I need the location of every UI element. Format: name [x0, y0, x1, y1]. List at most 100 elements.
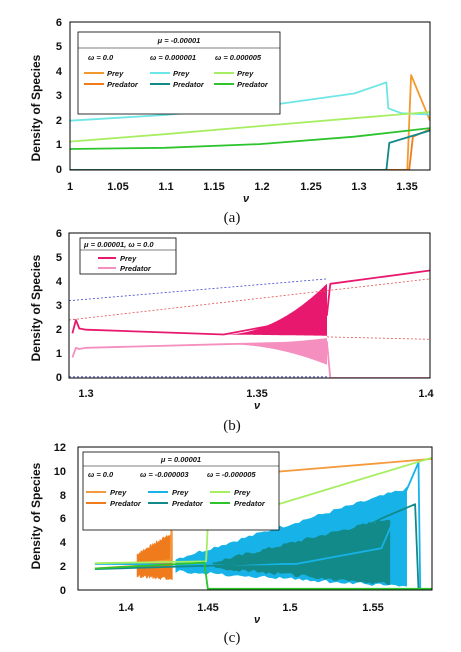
panel-a-legend-box [77, 31, 281, 115]
panel-1-series-4-reference [326, 336, 430, 340]
panel-b-legend-header: μ = 0.00001, ω = 0.0 [83, 240, 154, 249]
panel-c-caption: (c) [224, 630, 241, 646]
panel-c-xtick-3: 1.55 [362, 602, 383, 614]
panel-b-ytick-4: 4 [56, 276, 63, 288]
panel-a-legend-header: μ = -0.00001 [157, 36, 201, 45]
panel-a-legend-label-predator-1: Predator [173, 80, 205, 89]
panel-a-xtick-0: 1 [67, 181, 73, 193]
panel-b: Density of Species 0 1 2 3 4 5 6 1.3 1.3… [29, 228, 435, 434]
panel-a-xtick-3: 1.15 [203, 181, 224, 193]
panel-b-yticks: 0 1 2 3 4 5 6 [56, 228, 63, 384]
panel-b-ytick-3: 3 [56, 300, 62, 312]
panel-a-xtick-1: 1.05 [107, 181, 128, 193]
panel-c-legend-col-1: ω = -0.000003 [140, 470, 189, 479]
panel-c-legend: μ = 0.00001 ω = 0.0 ω = -0.000003 ω = -0… [82, 451, 280, 531]
panel-0-series-3-predator [70, 129, 430, 170]
panel-c-legend-col-2: ω = -0.000005 [207, 470, 256, 479]
panel-b-ytick-1: 1 [56, 348, 62, 360]
panel-a-xtick-7: 1.35 [396, 181, 417, 193]
panel-b-plot-area [69, 269, 430, 378]
panel-1-series-group [69, 269, 430, 378]
panel-a-axes-box [69, 21, 431, 171]
panel-c-plot-area [94, 456, 432, 590]
panel-b-legend-label-prey: Prey [120, 254, 137, 263]
panel-0-series-4-prey [70, 111, 430, 143]
panel-0-series-group [70, 74, 430, 170]
panel-a-legend-label-prey-0: Prey [107, 69, 124, 78]
panel-a-legend-col-1: ω = 0.000001 [150, 53, 196, 62]
panel-b-ytick-5: 5 [56, 252, 62, 264]
panel-2-series-group [94, 456, 432, 590]
panel-a-caption: (a) [224, 210, 241, 226]
panel-c-ytick-6: 12 [54, 442, 66, 454]
panel-0-series-0-prey [70, 74, 430, 170]
panel-a-ytick-0: 0 [56, 164, 62, 176]
panel-c-ytick-2: 4 [60, 537, 67, 549]
panel-c-xticks: 1.4 1.45 1.5 1.55 [118, 602, 383, 614]
panel-c-ytick-3: 6 [60, 513, 66, 525]
panel-c-ytick-0: 0 [60, 585, 66, 597]
panel-2-series-4-prey [94, 456, 432, 565]
panel-2-series-5-predator [94, 561, 432, 590]
panel-1-series-1-predator [71, 340, 430, 378]
panel-c-legend-label-predator-0: Predator [110, 499, 142, 508]
panel-b-xtick-2: 1.4 [418, 388, 434, 400]
panel-a-legend-label-predator-0: Predator [107, 80, 139, 89]
panel-a-xticks: 1 1.05 1.1 1.15 1.2 1.25 1.3 1.35 [67, 181, 418, 193]
panel-c-legend-header: μ = 0.00001 [160, 455, 201, 464]
panel-a-legend: μ = -0.00001 ω = 0.0 ω = 0.000001 ω = 0.… [77, 31, 281, 115]
panel-a-yticks: 0 1 2 3 4 5 6 [56, 17, 63, 176]
panel-c-xtick-1: 1.45 [197, 602, 218, 614]
panel-a-ytick-4: 4 [56, 66, 63, 78]
panel-c-legend-box [82, 451, 280, 531]
panel-1-series-0-prey [71, 269, 430, 336]
panel-a-xlabel: ν [243, 193, 250, 205]
panel-a-ytick-3: 3 [56, 90, 62, 102]
panel-a-xtick-2: 1.1 [158, 181, 173, 193]
panel-c-legend-label-prey-1: Prey [172, 488, 189, 497]
panel-a-legend-col-0: ω = 0.0 [88, 53, 114, 62]
panel-b-xticks: 1.3 1.35 1.4 [78, 388, 434, 400]
panel-a-ytick-5: 5 [56, 41, 62, 53]
panel-b-ytick-6: 6 [56, 228, 62, 240]
panel-b-axes-box [68, 232, 431, 379]
panel-c-ylabel: Density of Species [29, 462, 43, 569]
panel-c-ytick-1: 2 [60, 561, 66, 573]
panel-c-legend-col-0: ω = 0.0 [88, 470, 114, 479]
panel-c: Density of Species 0 2 4 6 8 10 12 1.4 1… [29, 442, 433, 646]
panel-b-xtick-1: 1.35 [246, 388, 267, 400]
panel-c-ytick-4: 8 [60, 490, 66, 502]
panel-1-series-3-reference [69, 278, 430, 321]
panel-b-ytick-0: 0 [56, 372, 62, 384]
panel-b-caption: (b) [223, 418, 241, 434]
panel-c-legend-label-predator-2: Predator [234, 499, 266, 508]
panel-b-legend-box [79, 237, 177, 275]
panel-a-legend-col-2: ω = 0.000005 [215, 53, 262, 62]
panel-a-legend-label-prey-2: Prey [237, 69, 254, 78]
panel-a-ytick-1: 1 [56, 139, 62, 151]
panel-a-ytick-2: 2 [56, 115, 62, 127]
panel-a-legend-label-predator-2: Predator [237, 80, 269, 89]
panel-c-legend-label-prey-0: Prey [110, 488, 127, 497]
panel-b-legend: μ = 0.00001, ω = 0.0 Prey Predator [79, 237, 177, 275]
panel-a-xtick-4: 1.2 [254, 181, 269, 193]
panel-c-xlabel: ν [254, 614, 261, 626]
panel-a-xtick-5: 1.25 [300, 181, 321, 193]
panel-c-xtick-2: 1.5 [282, 602, 297, 614]
panel-1-series-2-reference [69, 278, 327, 302]
panel-a-legend-label-prey-1: Prey [173, 69, 190, 78]
panel-b-ylabel: Density of Species [29, 254, 43, 361]
panel-a-xtick-6: 1.3 [351, 181, 366, 193]
panel-c-legend-label-prey-2: Prey [234, 488, 251, 497]
panel-c-xtick-0: 1.4 [118, 602, 134, 614]
panel-b-xtick-0: 1.3 [78, 388, 93, 400]
panel-c-ytick-5: 10 [54, 466, 66, 478]
panel-a: Density of Species 0 1 2 3 4 5 6 1 1.05 … [29, 17, 431, 226]
panel-2-series-2-prey [94, 461, 422, 589]
panel-0-series-5-predator [70, 127, 430, 150]
panel-2-series-3-predator [94, 503, 420, 589]
panel-a-plot-area [70, 74, 430, 170]
panel-b-xlabel: ν [254, 400, 261, 412]
panel-a-ytick-6: 6 [56, 17, 62, 29]
